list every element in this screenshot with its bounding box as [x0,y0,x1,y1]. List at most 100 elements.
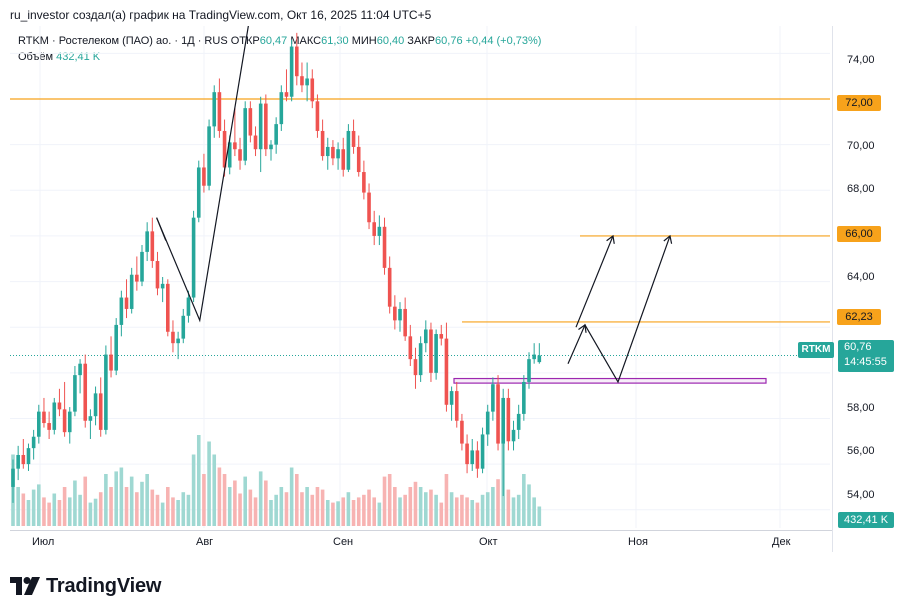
volume-bar [418,487,423,526]
volume-bar [202,474,206,526]
candle-body [222,130,227,168]
volume-bar [377,502,382,526]
candle-body [418,343,423,376]
time-label: Дек [772,536,791,548]
candle-body [367,192,371,223]
volume-bar [248,489,253,526]
candle-body [62,409,67,433]
volume-bar [114,471,118,526]
close-value: 60,76 [435,35,463,47]
volume-bar [346,492,351,526]
candle-body [284,92,289,97]
volume-bar [47,502,51,526]
candle-body [145,231,149,252]
candle-body [408,336,413,360]
candle-body [496,384,500,444]
candle-body [449,391,454,405]
candle-body [73,375,77,412]
volume-bar [196,435,201,526]
candle-body [516,413,521,430]
symbol-line[interactable]: RTKM · Ростелеком (ПАО) ао. · 1Д · RUS [18,35,228,47]
tradingview-logo[interactable]: TradingView [10,574,161,598]
candle-body [155,261,160,289]
volume-bar [289,467,294,526]
price-chart[interactable] [10,26,830,528]
volume-bar [527,484,531,526]
volume-bar [160,502,165,526]
drawings [156,26,673,384]
volume-bar [21,493,26,526]
volume-bar [274,494,278,526]
volume-bars [11,432,542,526]
price-tick: 58,00 [847,402,875,414]
forecast-arrow [575,235,614,328]
volume-bar [336,501,340,526]
volume-bar [93,498,98,526]
volume-bar [408,487,413,526]
volume-label[interactable]: Объём [18,51,54,63]
volume-bar [16,487,20,526]
time-axis[interactable]: Июл Авг Сен Окт Ноя Дек [10,530,832,553]
volume-bar [227,487,232,526]
volume-bar [284,492,289,526]
candle-body [424,329,428,344]
volume-bar [351,500,356,526]
candle-body [356,146,361,173]
volume-bar [233,480,237,526]
candle-body [119,297,124,325]
candle-body [88,416,93,421]
candle-body [413,359,418,376]
arrowhead [606,234,615,244]
candle-body [269,144,273,150]
candle-body [398,308,402,321]
price-tick: 54,00 [847,489,875,501]
volume-bar [181,492,186,526]
volume-bar [83,476,88,526]
change-value: +0,44 (+0,73%) [465,35,542,47]
candle-body [393,306,397,321]
volume-bar [511,497,516,526]
candle-body [57,402,62,410]
candle-body [52,402,57,430]
volume-bar [217,467,222,526]
candle-body [207,126,211,186]
volume-bar [480,494,485,526]
volume-bar [434,494,438,526]
volume-bar [67,497,72,526]
volume-bar [362,494,366,526]
candle-body [233,142,237,150]
symbol-legend: RTKM · Ростелеком (ПАО) ао. · 1Д · RUS О… [18,35,541,47]
candle-body [212,92,217,127]
price-axis[interactable]: 74,00 70,00 68,00 64,00 58,00 56,00 54,0… [832,26,903,552]
volume-bar [367,489,371,526]
candle-body [37,411,41,437]
volume-tag: 432,41 K [838,512,894,528]
candle-body [166,283,170,332]
volume-bar [356,497,361,526]
candle-body [114,324,118,371]
volume-bar [176,500,180,526]
candle-body [109,354,113,371]
candle-body [460,420,464,444]
candle-body [171,331,175,344]
candle-body [16,454,20,469]
candle-body [341,149,346,170]
candle-body [522,381,526,414]
candle-body [289,46,294,97]
volume-bar [135,492,139,526]
level-lines [10,98,830,384]
candle-body [377,226,382,236]
candle-body [150,231,155,262]
volume-bar [387,474,392,526]
candle-body [42,411,46,424]
candle-body [475,450,480,469]
candle-body [351,130,356,147]
candle-body [346,130,351,170]
high-label: МАКС [290,35,322,47]
candle-body [429,329,433,373]
volume-bar [243,476,247,526]
low-label: МИН [351,35,377,47]
candle-body [135,274,139,282]
candle-body [485,411,490,435]
volume-bar [31,489,36,526]
